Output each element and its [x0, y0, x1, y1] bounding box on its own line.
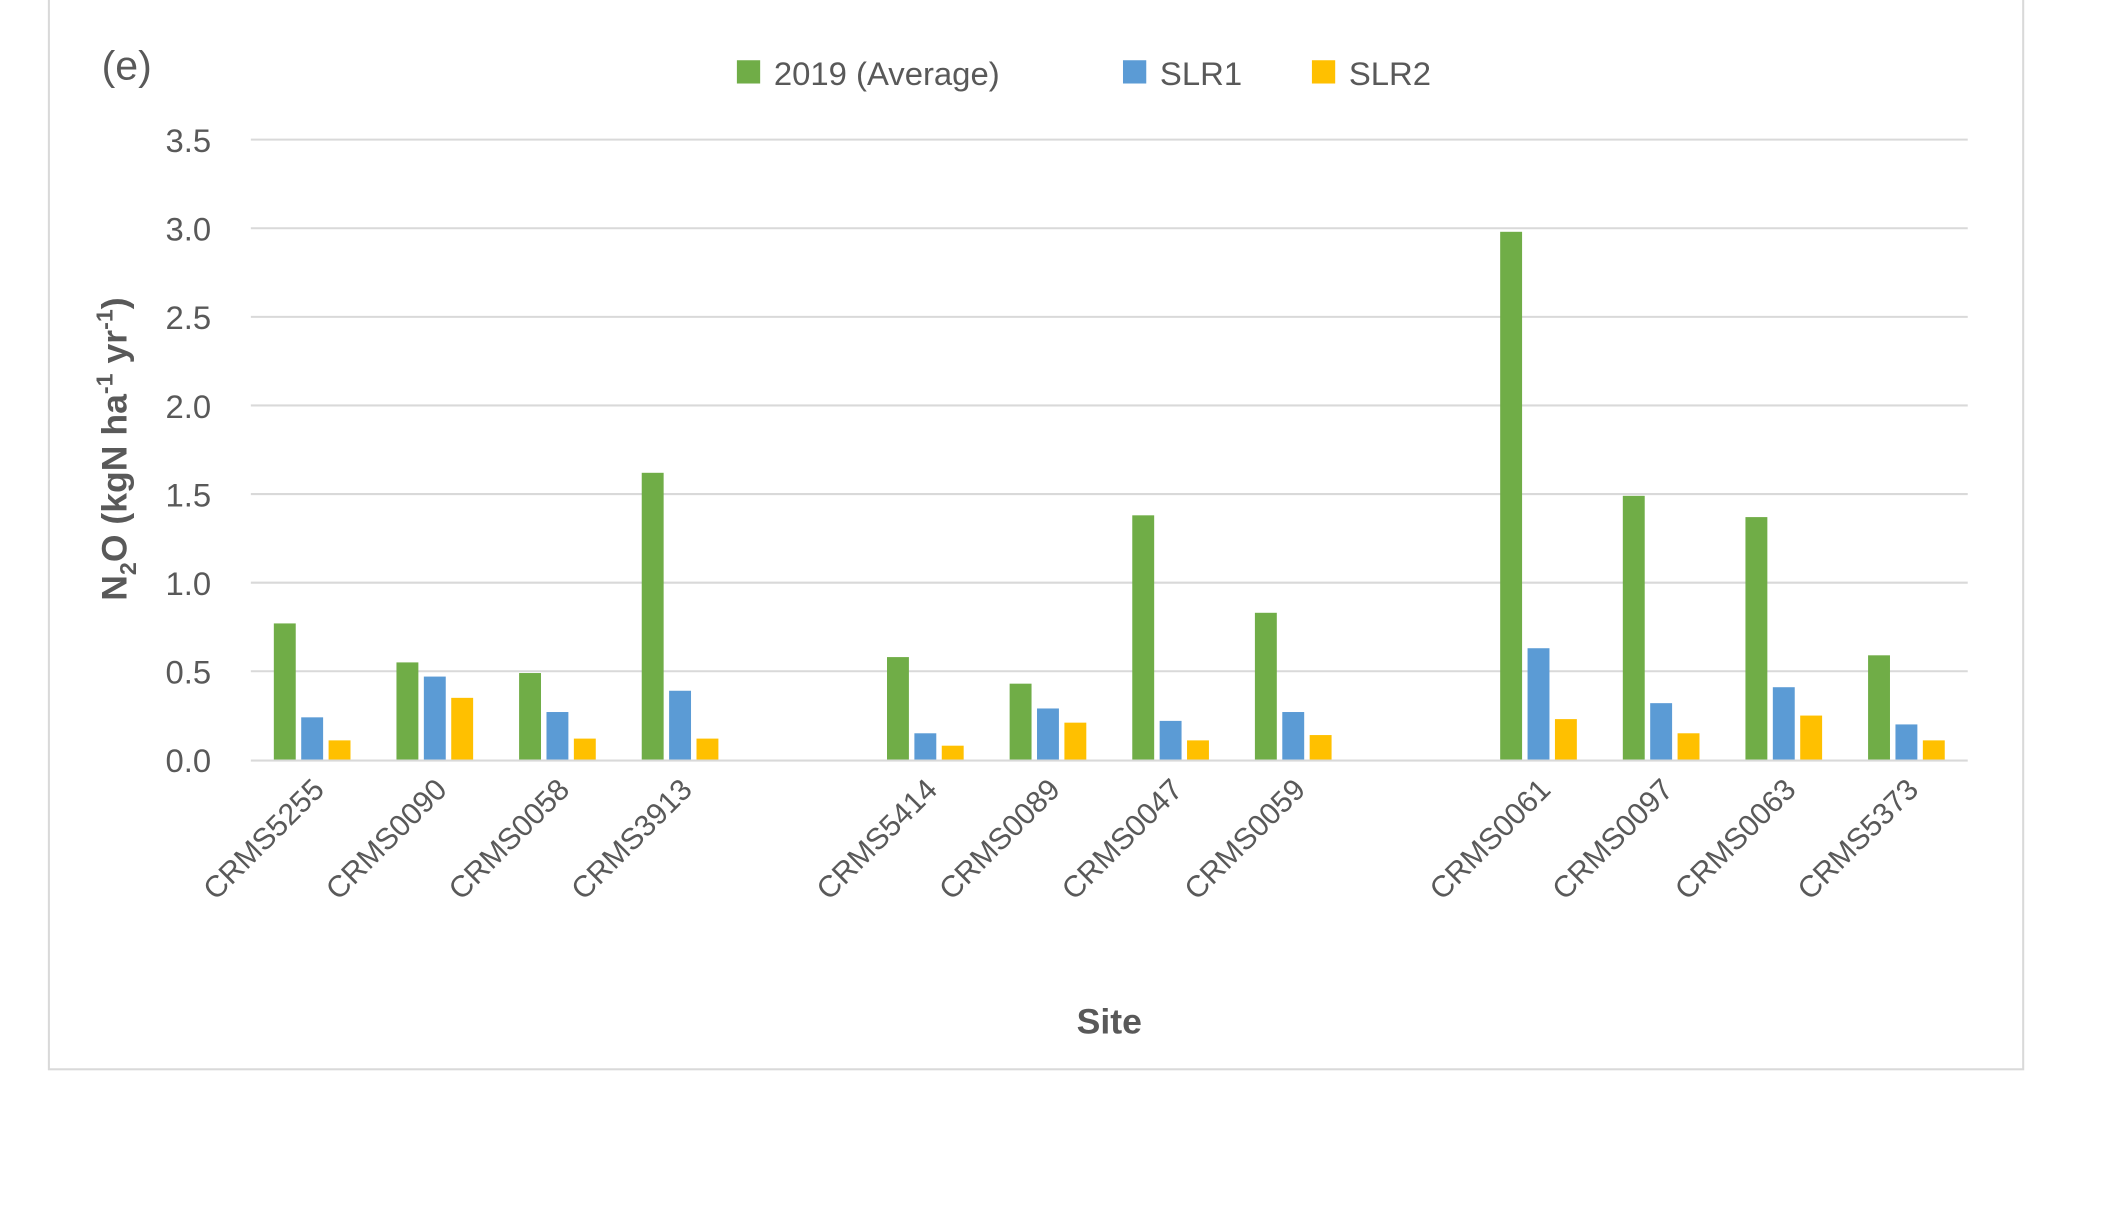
bar-2019-average--CRMS5414: [887, 657, 909, 760]
bar-slr2-CRMS5373: [1922, 740, 1945, 760]
bar-slr2-CRMS5255: [328, 740, 351, 760]
bar-2019-average--CRMS5373: [1868, 655, 1890, 760]
bar-slr1-CRMS5255: [301, 717, 324, 760]
bar-slr1-CRMS0061: [1527, 648, 1550, 760]
bar-slr2-CRMS0097: [1677, 733, 1700, 760]
bar-slr1-CRMS0097: [1650, 703, 1673, 760]
bar-2019-average--CRMS0063: [1745, 517, 1768, 760]
bar-slr1-CRMS0090: [423, 676, 446, 760]
chart-frame: [47, 0, 2025, 1071]
bar-slr1-CRMS0089: [1037, 708, 1059, 760]
bar-2019-average--CRMS0089: [1009, 683, 1032, 760]
y-title-n: N: [94, 575, 134, 601]
legend-swatch: [1311, 60, 1336, 84]
y-title-sup2: -1: [92, 309, 118, 330]
y-axis-ticks: 0.0 0.5 1.0 1.5 2.0 2.5 3.0 3.5: [165, 122, 211, 779]
bar-slr1-CRMS3913: [669, 690, 692, 760]
y-title-end: ): [94, 297, 134, 309]
y-tick-label: 1.5: [165, 476, 211, 513]
y-tick-label: 2.0: [165, 388, 211, 425]
bar-slr2-CRMS0059: [1309, 735, 1332, 760]
x-axis-title: Site: [1077, 1002, 1142, 1042]
y-tick-label: 1.0: [165, 565, 211, 602]
bars: [273, 231, 1945, 760]
bar-slr2-CRMS0047: [1187, 740, 1209, 760]
bar-slr2-CRMS0058: [573, 738, 596, 760]
legend-swatch: [736, 60, 761, 84]
bar-2019-average--CRMS0047: [1132, 515, 1155, 760]
bar-slr1-CRMS0047: [1159, 720, 1182, 760]
bar-2019-average--CRMS0090: [396, 662, 419, 760]
bar-2019-average--CRMS5255: [273, 623, 296, 760]
bar-slr1-CRMS5373: [1895, 724, 1918, 760]
y-tick-label: 0.5: [165, 654, 211, 691]
bar-slr1-CRMS0059: [1282, 712, 1305, 760]
y-tick-label: 2.5: [165, 299, 211, 336]
legend: 2019 (Average) SLR1 SLR2: [736, 55, 1431, 92]
legend-label: SLR1: [1160, 55, 1242, 92]
bar-slr2-CRMS0063: [1800, 715, 1823, 760]
bar-2019-average--CRMS0058: [519, 673, 542, 760]
bar-slr2-CRMS5414: [941, 745, 964, 760]
bar-slr1-CRMS5414: [914, 733, 937, 760]
panel-label: (e): [102, 42, 152, 88]
bar-slr1-CRMS0063: [1772, 687, 1795, 760]
bar-slr2-CRMS3913: [696, 738, 719, 760]
gridlines: [250, 138, 1968, 673]
bar-slr2-CRMS0061: [1554, 719, 1577, 760]
bar-2019-average--CRMS0097: [1622, 495, 1645, 760]
bar-slr2-CRMS0089: [1064, 722, 1087, 760]
bar-slr1-CRMS0058: [546, 712, 569, 760]
bar-slr2-CRMS0090: [451, 697, 474, 760]
bar-2019-average--CRMS0061: [1500, 231, 1523, 760]
y-axis-title: N2O (kgN ha-1 yr-1): [92, 297, 141, 600]
legend-swatch: [1122, 60, 1147, 84]
y-title-sub: 2: [115, 562, 141, 575]
y-tick-label: 3.0: [165, 211, 211, 248]
y-tick-label: 0.0: [165, 742, 211, 779]
y-tick-label: 3.5: [165, 122, 211, 159]
y-title-rest: O (kgN ha: [94, 393, 134, 562]
bar-2019-average--CRMS0059: [1254, 612, 1277, 760]
y-title-sup1: -1: [92, 373, 118, 394]
legend-label: 2019 (Average): [774, 55, 1000, 92]
y-title-mid: yr: [94, 330, 134, 374]
legend-label: SLR2: [1349, 55, 1431, 92]
bar-2019-average--CRMS3913: [641, 472, 664, 760]
